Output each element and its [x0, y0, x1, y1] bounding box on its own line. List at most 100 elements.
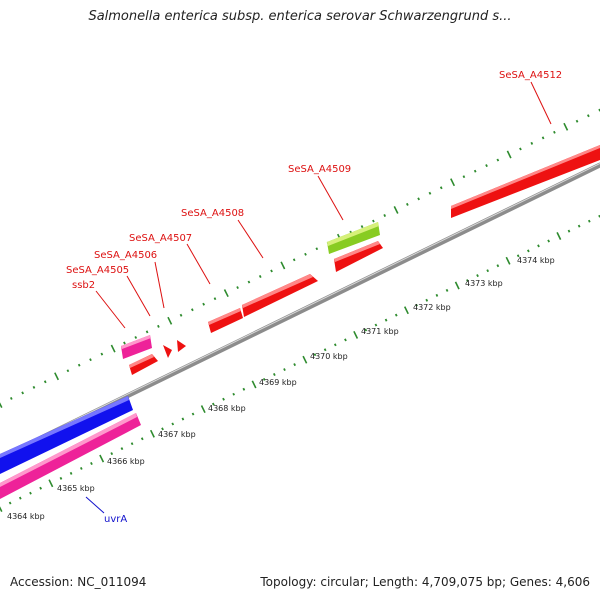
upper-scale-tick	[89, 358, 92, 362]
upper-scale-tick	[405, 202, 409, 206]
leader-sesa-a4505	[126, 275, 151, 317]
genome-backbone-highlight	[0, 163, 600, 457]
upper-scale-tick	[270, 269, 273, 273]
lower-scale-tick	[384, 318, 388, 322]
gene-uvra-bar[interactable]	[0, 396, 133, 474]
upper-scale-tick	[563, 122, 569, 131]
lower-scale-tick	[18, 496, 22, 500]
lower-scale-tick	[200, 405, 206, 414]
lower-scale-tick	[435, 293, 439, 297]
gene-sesa-a4508-bar[interactable]	[242, 274, 318, 317]
leader-sesa-a4508	[237, 219, 264, 259]
lower-scale-tick	[496, 264, 500, 268]
lower-scale-tick	[8, 501, 12, 505]
upper-scale-tick	[43, 380, 47, 384]
lower-scale-tick	[120, 447, 124, 451]
lower-scale-tick	[476, 274, 479, 278]
leader-uvra	[85, 496, 105, 514]
upper-scale-tick	[393, 206, 399, 214]
upper-scale-ticks	[0, 108, 600, 408]
upper-scale-tick	[0, 402, 3, 408]
label-sesa-a4507: SeSA_A4507	[129, 233, 192, 244]
lower-scale-tick	[374, 323, 378, 327]
lower-scale-tick	[527, 249, 530, 253]
scale-label-4366: 4366 kbp	[107, 457, 145, 466]
lower-scale-tick	[79, 467, 83, 470]
upper-scale-tick	[506, 150, 512, 159]
lower-scale-tick	[364, 328, 368, 332]
upper-scale-tick	[179, 313, 183, 317]
lower-scale-tick	[140, 437, 144, 441]
upper-scale-tick	[417, 197, 420, 201]
leader-sesa-a4509	[317, 175, 344, 221]
gene-sesa-a4508a-bar[interactable]	[334, 241, 383, 272]
scale-label-4374: 4374 kbp	[517, 256, 555, 265]
scale-label-4373: 4373 kbp	[465, 279, 503, 288]
upper-scale-tick	[54, 372, 60, 381]
gene-ssb2-bar[interactable]	[121, 335, 152, 359]
lower-scale-tick	[232, 392, 236, 396]
lower-scale-tick	[537, 244, 540, 248]
upper-scale-tick	[32, 385, 36, 389]
upper-scale-tick	[21, 391, 25, 395]
leader-sesa-a4512	[530, 81, 552, 125]
upper-scale-tick	[519, 147, 522, 151]
upper-scale-tick	[110, 344, 116, 353]
upper-scale-tick	[258, 274, 262, 279]
leader-sesa-a4507	[186, 243, 211, 285]
lower-scale-tick	[587, 219, 591, 223]
gene-sesa-a4506-bar[interactable]	[177, 340, 186, 352]
upper-scale-tick	[236, 286, 239, 289]
lower-scale-tick	[191, 412, 195, 416]
genome-title: Salmonella enterica subsp. enterica sero…	[88, 9, 512, 24]
upper-scale-tick	[383, 214, 387, 217]
lower-scale-tick	[48, 479, 54, 488]
gene-sesa-a4507-bar[interactable]	[208, 308, 243, 333]
leader-sesa-a4506	[154, 261, 165, 309]
lower-scale-tick	[323, 348, 327, 352]
lower-scale-tick	[577, 224, 581, 228]
upper-scale-tick	[213, 297, 217, 301]
gene-ssb2-adjacent-bar[interactable]	[129, 354, 158, 375]
upper-scale-tick	[202, 302, 206, 306]
gene-sesa-a4512-bar[interactable]	[451, 145, 600, 218]
lower-scale-tick	[110, 452, 114, 456]
scale-label-4370: 4370 kbp	[310, 352, 348, 361]
scale-label-4372: 4372 kbp	[413, 303, 451, 312]
gene-magenta-long-bar[interactable]	[0, 413, 141, 499]
upper-scale-tick	[134, 335, 138, 339]
lower-scale-ticks	[0, 214, 600, 512]
upper-scale-tick	[462, 175, 466, 179]
upper-scale-tick	[223, 289, 229, 298]
lower-scale-tick	[466, 279, 469, 282]
lower-scale-tick	[445, 288, 449, 292]
lower-scale-tick	[0, 506, 3, 512]
scale-label-4364: 4364 kbp	[7, 512, 45, 521]
lower-scale-tick	[425, 298, 429, 302]
lower-scale-tick	[516, 254, 520, 258]
upper-scale-tick	[280, 261, 286, 270]
lower-scale-tick	[29, 491, 32, 495]
scale-label-4367: 4367 kbp	[158, 430, 196, 439]
gene-sesa-a4509-bar[interactable]	[327, 222, 380, 254]
upper-scale-tick	[247, 280, 251, 284]
upper-scale-tick	[100, 352, 104, 356]
upper-scale-tick	[496, 158, 500, 162]
gene-sesa-a4505-bar[interactable]	[163, 345, 172, 358]
accession-text: Accession: NC_011094	[10, 575, 147, 589]
lower-scale-tick	[130, 442, 134, 446]
upper-scale-tick	[66, 369, 70, 373]
lower-scale-tick	[222, 397, 225, 401]
lower-scale-tick	[415, 303, 418, 307]
label-sesa-a4512: SeSA_A4512	[499, 70, 562, 81]
lower-scale-tick	[403, 306, 409, 315]
upper-scale-tick	[191, 308, 194, 312]
lower-scale-tick	[212, 402, 215, 406]
upper-scale-tick	[586, 114, 590, 118]
upper-scale-tick	[530, 141, 534, 145]
lower-scale-tick	[353, 330, 359, 339]
lower-scale-tick	[556, 232, 562, 240]
label-ssb2: ssb2	[72, 280, 95, 291]
lower-scale-tick	[171, 422, 175, 426]
